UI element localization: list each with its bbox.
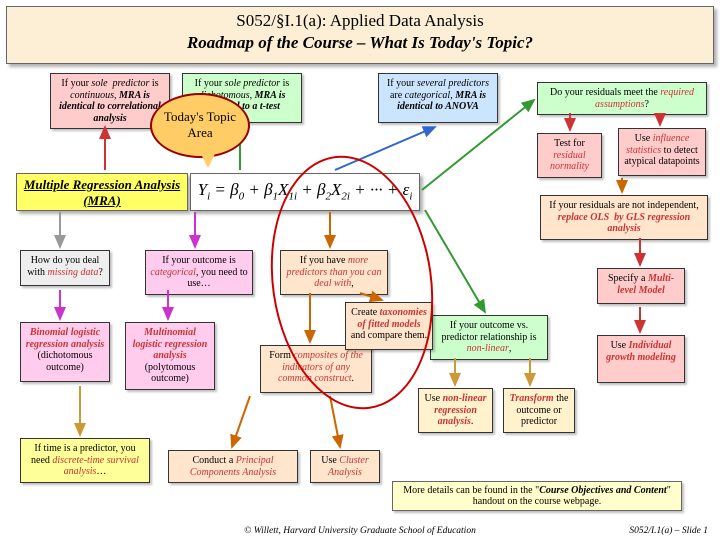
box-missing: How do you deal with missing data?: [20, 250, 110, 286]
header-title: S052/§I.1(a): Applied Data Analysis: [7, 11, 713, 31]
details-box: More details can be found in the "Course…: [392, 481, 682, 511]
todays-topic-callout: Today's Topic Area: [150, 93, 250, 158]
box-usenl: Use non-linear regression analysis.: [418, 388, 493, 433]
mra-label: Multiple Regression Analysis (MRA): [16, 173, 188, 211]
footer-credit: © Willett, Harvard University Graduate S…: [0, 526, 720, 536]
box-nonlinear: If your outcome vs. predictor relationsh…: [430, 315, 548, 360]
box-binomial: Binomial logistic regression analysis (d…: [20, 322, 110, 382]
box-growth: Use Individual growth modeling: [597, 335, 685, 383]
box-morepred: If you have more predictors than you can…: [280, 250, 388, 295]
box-cluster: Use Cluster Analysis: [310, 450, 380, 483]
box-top3: If your several predictors are categoric…: [378, 73, 498, 123]
box-taxonomies: Create taxonomies of fitted models and c…: [345, 302, 433, 350]
header: S052/§I.1(a): Applied Data Analysis Road…: [6, 6, 714, 64]
footer-slide: S052/I.1(a) – Slide 1: [629, 526, 708, 536]
box-pca: Conduct a Principal Components Analysis: [168, 450, 298, 483]
box-assumptions: Do your residuals meet the required assu…: [537, 82, 707, 115]
box-transform: Transform the outcome or predictor: [503, 388, 575, 433]
box-composites: Form composites of the indicators of any…: [260, 345, 372, 393]
header-subtitle: Roadmap of the Course – What Is Today's …: [7, 33, 713, 53]
box-multinomial: Multinomial logistic regression analysis…: [125, 322, 215, 390]
formula: Yi = β0 + β1X1i + β2X2i + ··· + εi: [190, 173, 420, 211]
box-gls: If your residuals are not independent, r…: [540, 195, 708, 240]
box-multilevel: Specify a Multi-level Model: [597, 268, 685, 304]
box-normality: Test for residual normality: [537, 133, 602, 178]
box-influence: Use influence statistics to detect atypi…: [618, 128, 706, 176]
box-categorical: If your outcome is categorical, you need…: [145, 250, 253, 295]
box-survival: If time is a predictor, you need discret…: [20, 438, 150, 483]
